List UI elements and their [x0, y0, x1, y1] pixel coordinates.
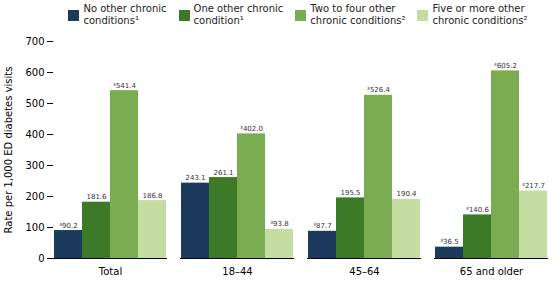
svg-text:600: 600 — [25, 67, 44, 78]
svg-text:261.1: 261.1 — [213, 169, 233, 177]
svg-text:³402.0: ³402.0 — [240, 125, 263, 133]
svg-text:³541.4: ³541.4 — [113, 82, 136, 90]
svg-text:100: 100 — [25, 222, 44, 233]
svg-text:190.4: 190.4 — [396, 190, 417, 198]
svg-text:243.1: 243.1 — [185, 174, 205, 182]
svg-text:500: 500 — [25, 98, 44, 109]
svg-text:³217.7: ³217.7 — [522, 182, 545, 190]
svg-text:181.6: 181.6 — [86, 193, 107, 201]
svg-text:0: 0 — [38, 253, 44, 264]
svg-text:700: 700 — [25, 36, 44, 47]
svg-text:³605.2: ³605.2 — [494, 62, 517, 70]
svg-text:³140.6: ³140.6 — [466, 206, 489, 214]
svg-text:³526.4: ³526.4 — [367, 86, 390, 94]
svg-text:195.5: 195.5 — [340, 189, 360, 197]
svg-text:Rate per 1,000 ED diabetes vis: Rate per 1,000 ED diabetes visits — [3, 67, 14, 234]
svg-text:³36.5: ³36.5 — [440, 238, 458, 246]
svg-text:³87.7: ³87.7 — [313, 222, 331, 230]
svg-text:65 and older: 65 and older — [460, 266, 524, 277]
html-text:Five or more other chronic con: Five or more other chronic conditions² — [432, 3, 528, 26]
svg-text:186.8: 186.8 — [142, 192, 162, 200]
svg-text:300: 300 — [25, 160, 44, 171]
html-text:No other chronic conditions¹: No other chronic conditions¹ — [83, 3, 167, 26]
svg-text:45–64: 45–64 — [349, 266, 379, 277]
svg-text:200: 200 — [25, 191, 44, 202]
svg-text:18–44: 18–44 — [222, 266, 252, 277]
svg-text:Total: Total — [98, 266, 122, 277]
svg-text:³93.8: ³93.8 — [270, 220, 288, 228]
html-text:One other chronic condition¹: One other chronic condition¹ — [193, 3, 284, 26]
svg-text:400: 400 — [25, 129, 44, 140]
svg-text:³90.2: ³90.2 — [59, 222, 77, 230]
html-text:Two to four other chronic cond: Two to four other chronic conditions² — [310, 3, 406, 26]
